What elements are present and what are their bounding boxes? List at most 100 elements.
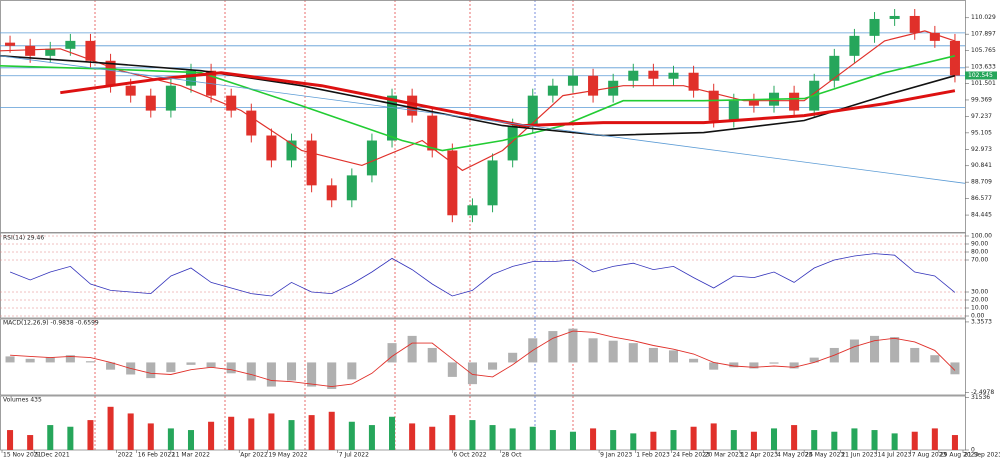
candle-body <box>246 110 257 136</box>
macd-bar <box>347 362 357 380</box>
x-tick-label: 1 Feb 2023 <box>636 452 670 459</box>
volume-bar <box>610 430 617 450</box>
candle-body <box>145 95 156 111</box>
candle-body <box>547 85 558 96</box>
x-tick-label: 15 Nov 2021 <box>3 452 42 459</box>
macd-bar <box>628 343 638 363</box>
y-tick-label: 86.577 <box>971 195 992 202</box>
candle-body <box>467 205 478 216</box>
x-tick-label: 26 May 2023 <box>805 452 844 459</box>
y-tick-label: 90.841 <box>971 162 992 169</box>
candle-body <box>929 32 940 41</box>
macd-bar <box>870 335 880 363</box>
x-tick-label: 16 Feb 2022 <box>138 452 176 459</box>
candle-body <box>65 40 76 49</box>
x-tick-label: 21 Jun 2023 <box>841 452 877 459</box>
x-tick-label: 4 May 2023 <box>777 452 812 459</box>
macd-bar <box>387 343 397 363</box>
volume-bar <box>27 435 34 450</box>
macd-bar <box>709 362 719 370</box>
volume-bar <box>308 415 315 450</box>
volume-bar <box>750 431 757 450</box>
volume-bar <box>328 411 335 450</box>
volume-bar <box>208 421 215 450</box>
volume-bar <box>670 430 677 450</box>
macd-bar <box>166 362 176 373</box>
candle-body <box>286 140 297 161</box>
y-tick-label: 110.029 <box>971 14 996 21</box>
macd-bar <box>447 362 457 377</box>
candle-body <box>5 42 16 46</box>
macd-bar <box>588 338 598 363</box>
volume-bar <box>187 430 195 450</box>
y-tick-label: 10.00 <box>971 305 988 312</box>
y-tick-label: 100.00 <box>971 233 992 240</box>
candle-body <box>527 95 538 126</box>
macd-bar <box>85 361 95 363</box>
volume-label: Volumes 435 <box>3 397 42 404</box>
volume-bar <box>650 431 657 450</box>
macd-bar <box>668 350 679 363</box>
volume-bar <box>127 413 134 450</box>
candle-body <box>306 140 317 186</box>
macd-bar <box>950 362 960 375</box>
volume-bar <box>268 413 275 450</box>
volume-bar <box>107 406 114 450</box>
volume-bar <box>770 428 778 450</box>
rsi-label: RSI(14) 29.46 <box>3 235 44 242</box>
volume-bar <box>509 428 516 450</box>
y-tick-label: 31536 <box>971 394 990 401</box>
y-tick-label: 0 <box>971 447 975 454</box>
candle-body <box>789 92 800 111</box>
volume-bar <box>7 430 14 450</box>
candle-body <box>668 72 679 79</box>
y-tick-label: 95.105 <box>971 129 992 136</box>
volume-bar <box>569 431 576 450</box>
candle-body <box>909 15 920 33</box>
y-tick-label: 30.00 <box>971 289 988 296</box>
signal-line <box>10 330 956 388</box>
macd-label: MACD(12,26,9) -0.9838 -0.6599 <box>3 320 99 327</box>
volume-bar <box>47 425 54 450</box>
candle-body <box>226 95 237 111</box>
x-tick-label: 24 Feb 2023 <box>672 452 710 459</box>
x-tick-label: Apr 2022 <box>240 452 268 459</box>
macd-bar <box>729 362 739 368</box>
volume-bar <box>368 425 375 450</box>
macd-bar <box>407 335 417 363</box>
candle-body <box>206 70 217 96</box>
x-tick-label: 6 Oct 2022 <box>453 452 486 459</box>
last-price-box <box>965 71 997 80</box>
y-tick-label: 70.00 <box>971 257 988 264</box>
moving-average <box>0 55 966 184</box>
macd-bar <box>286 362 297 381</box>
candle-body <box>728 100 739 121</box>
volume-bar <box>549 430 556 450</box>
volume-bar <box>167 428 174 450</box>
panel-borders <box>0 0 966 451</box>
volume-bar <box>710 423 717 450</box>
macd-bar <box>648 347 658 363</box>
candle-body <box>105 60 116 86</box>
y-tick-label: 90.00 <box>971 241 988 248</box>
volume-bar <box>831 431 838 450</box>
volume-bar <box>911 431 918 450</box>
candle-body <box>266 135 277 161</box>
volume-bar <box>489 425 496 450</box>
last-price-label: 102.545 <box>968 72 993 79</box>
volume-bar <box>449 415 456 450</box>
macd-bar <box>327 362 337 389</box>
candle-body <box>346 175 357 201</box>
y-tick-label: 107.897 <box>971 31 996 38</box>
y-tick-label: -2.4978 <box>971 389 994 396</box>
macd-bar <box>789 362 799 369</box>
x-tick-label: 20 Mar 2023 <box>705 452 743 459</box>
volume-bar <box>590 428 597 450</box>
y-tick-label: 88.709 <box>971 179 992 186</box>
volume-bar <box>469 420 476 450</box>
y-tick-label: 101.501 <box>971 80 996 87</box>
volume-bar <box>630 433 637 450</box>
volume-bar <box>248 418 255 450</box>
x-tick-label: 7 Aug 2023 <box>912 452 947 459</box>
y-tick-label: 0.00 <box>971 313 985 320</box>
